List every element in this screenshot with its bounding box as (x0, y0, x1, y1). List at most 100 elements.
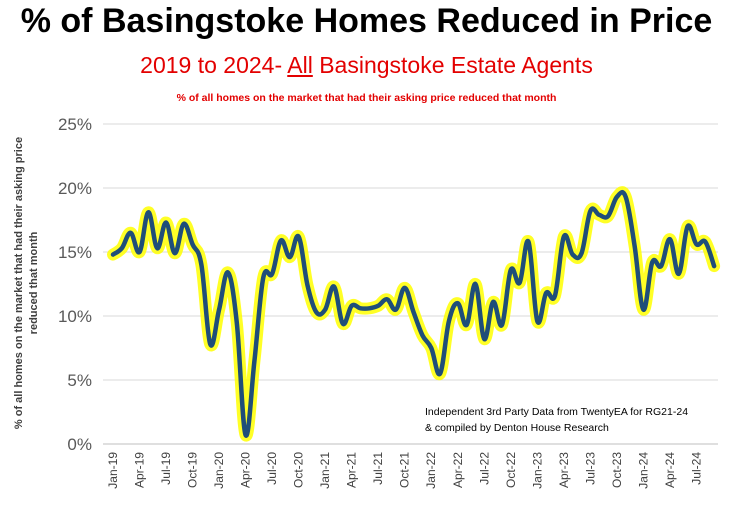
data-point (562, 235, 566, 238)
y-tick-label: 15% (58, 243, 92, 262)
data-point (421, 334, 424, 337)
data-point (536, 319, 539, 323)
data-point (447, 319, 451, 323)
x-tick-label: Jul-20 (265, 452, 279, 485)
data-point (288, 255, 291, 259)
data-point (315, 310, 318, 314)
data-point (465, 323, 468, 327)
data-point (438, 372, 442, 375)
data-point (686, 225, 689, 228)
data-point (341, 322, 345, 325)
y-axis-label-line-1: % of all homes on the market that had th… (13, 137, 25, 429)
data-point (712, 264, 716, 268)
data-point (350, 304, 353, 307)
data-point (368, 307, 371, 310)
series-group (107, 186, 721, 442)
chart-description: % of all homes on the market that had th… (176, 92, 557, 104)
data-point (200, 263, 203, 266)
data-point (500, 323, 504, 327)
data-point (509, 268, 512, 272)
data-point (235, 321, 238, 324)
data-point (138, 250, 141, 254)
x-tick-label: Jul-21 (371, 452, 385, 485)
subtitle-part-3: Basingstoke Estate Agents (312, 52, 593, 78)
data-point (173, 252, 177, 255)
data-point (553, 294, 557, 297)
x-tick-label: Jan-20 (212, 452, 226, 489)
data-point (191, 243, 194, 246)
x-tick-label: Apr-19 (133, 452, 147, 488)
data-point (668, 238, 672, 241)
x-tick-label: Apr-22 (451, 452, 465, 488)
x-tick-label: Jan-22 (424, 452, 438, 489)
data-point (385, 298, 389, 301)
data-point (279, 239, 283, 242)
data-point (527, 240, 530, 243)
data-point (120, 246, 124, 250)
data-point (147, 211, 150, 214)
x-tick-label: Jan-19 (106, 452, 120, 489)
x-axis-ticks: Jan-19 Apr-19 Jul-19 Oct-19 Jan-20 Apr-20 Jul-… (106, 452, 703, 489)
chart-title: % of Basingstoke Homes Reduced in Price (20, 2, 713, 40)
x-tick-label: Jul-23 (583, 452, 597, 485)
y-tick-label: 25% (58, 115, 92, 134)
series-line (110, 189, 717, 438)
x-tick-label: Jan-24 (636, 452, 650, 489)
data-point (491, 300, 495, 304)
data-point (262, 276, 265, 279)
x-tick-label: Jul-19 (159, 452, 173, 485)
data-point (474, 282, 477, 286)
x-tick-label: Jan-23 (530, 452, 544, 489)
y-tick-label: 5% (67, 371, 92, 390)
y-axis-ticks: 0% 5% 10% 15% 20% 25% (58, 115, 92, 454)
data-point (642, 308, 645, 311)
x-tick-label: Apr-21 (345, 452, 359, 488)
data-point (156, 246, 159, 250)
y-tick-label: 0% (67, 435, 92, 454)
x-tick-label: Apr-20 (239, 452, 253, 488)
data-point (615, 195, 619, 199)
data-point (182, 222, 185, 226)
data-point (244, 433, 247, 437)
subtitle-part-1: 2019 to 2024- (140, 52, 288, 78)
data-point (129, 231, 132, 234)
data-point (253, 359, 256, 362)
data-point (297, 235, 300, 238)
x-tick-label: Apr-24 (663, 452, 677, 488)
data-point (624, 195, 627, 199)
x-tick-label: Jul-22 (477, 452, 491, 485)
data-point (332, 285, 336, 288)
x-tick-label: Oct-22 (504, 452, 518, 488)
data-point (580, 252, 583, 255)
data-point (518, 281, 521, 284)
source-annotation-line-2: & compiled by Denton House Research (425, 422, 609, 434)
chart-subtitle: 2019 to 2024- All Basingstoke Estate Age… (0, 52, 733, 79)
x-tick-label: Oct-21 (398, 452, 412, 488)
data-point (306, 284, 309, 287)
subtitle-part-2: All (287, 52, 313, 78)
data-point (659, 264, 663, 268)
data-point (544, 291, 548, 295)
data-point (394, 308, 398, 311)
data-point (111, 253, 115, 256)
data-point (598, 213, 601, 217)
data-point (209, 342, 212, 346)
data-point (377, 304, 380, 307)
data-point (704, 240, 707, 243)
data-point (677, 272, 680, 275)
data-point (412, 310, 415, 314)
data-point (606, 214, 610, 218)
x-tick-label: Oct-23 (610, 452, 624, 488)
x-tick-label: Jan-21 (318, 452, 332, 489)
data-point (164, 221, 168, 224)
y-axis-label-line-2: reduced that month (28, 231, 40, 334)
data-point (217, 308, 221, 311)
data-point (651, 261, 654, 264)
data-point (589, 209, 592, 213)
x-tick-label: Oct-20 (292, 452, 306, 488)
data-point (323, 308, 327, 311)
data-point (359, 307, 362, 310)
data-point (270, 272, 274, 275)
data-point (403, 286, 406, 290)
